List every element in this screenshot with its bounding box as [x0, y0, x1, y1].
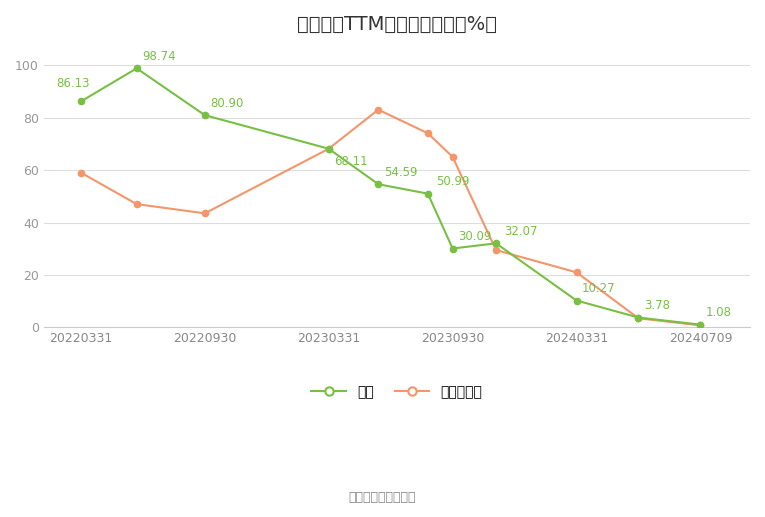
Text: 1.08: 1.08 [706, 306, 732, 319]
行业中位数 [76, 170, 86, 176]
行业中位数 [132, 201, 142, 207]
行业中位数 [448, 154, 457, 160]
Text: 80.90: 80.90 [210, 97, 244, 110]
公司 [423, 191, 432, 197]
Text: 3.78: 3.78 [644, 299, 670, 312]
Legend: 公司, 行业中位数: 公司, 行业中位数 [306, 379, 488, 405]
Text: 30.09: 30.09 [458, 230, 492, 243]
行业中位数 [572, 269, 581, 276]
行业中位数 [491, 247, 500, 253]
公司 [132, 65, 142, 71]
Title: 市销率（TTM）历史百分位（%）: 市销率（TTM）历史百分位（%） [297, 15, 497, 34]
行业中位数 [200, 210, 210, 217]
Line: 公司: 公司 [78, 65, 704, 328]
公司 [572, 297, 581, 303]
公司 [448, 246, 457, 252]
行业中位数 [423, 130, 432, 136]
公司 [373, 181, 382, 187]
公司 [324, 146, 334, 152]
行业中位数 [634, 315, 643, 322]
公司 [76, 98, 86, 104]
Line: 行业中位数: 行业中位数 [78, 107, 704, 328]
Text: 86.13: 86.13 [56, 78, 90, 90]
Text: 10.27: 10.27 [582, 282, 616, 295]
公司 [696, 322, 705, 328]
Text: 50.99: 50.99 [436, 175, 470, 188]
Text: 68.11: 68.11 [334, 155, 368, 168]
行业中位数 [373, 107, 382, 113]
公司 [200, 112, 210, 118]
公司 [491, 240, 500, 247]
Text: 54.59: 54.59 [384, 165, 418, 179]
行业中位数 [696, 322, 705, 328]
Text: 数据来源：恒生聚源: 数据来源：恒生聚源 [349, 492, 416, 505]
公司 [634, 314, 643, 321]
行业中位数 [324, 146, 334, 152]
Text: 32.07: 32.07 [504, 225, 538, 238]
Text: 98.74: 98.74 [142, 50, 176, 63]
